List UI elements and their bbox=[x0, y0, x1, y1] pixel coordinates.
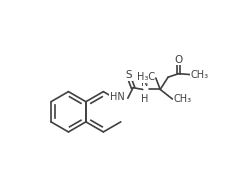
Text: H₃C: H₃C bbox=[137, 72, 155, 82]
Text: CH₃: CH₃ bbox=[173, 94, 192, 104]
Text: H: H bbox=[141, 94, 148, 104]
Text: HN: HN bbox=[110, 92, 124, 102]
Text: O: O bbox=[175, 55, 183, 65]
Text: CH₃: CH₃ bbox=[191, 70, 209, 80]
Text: S: S bbox=[125, 70, 132, 80]
Text: N: N bbox=[141, 78, 148, 88]
